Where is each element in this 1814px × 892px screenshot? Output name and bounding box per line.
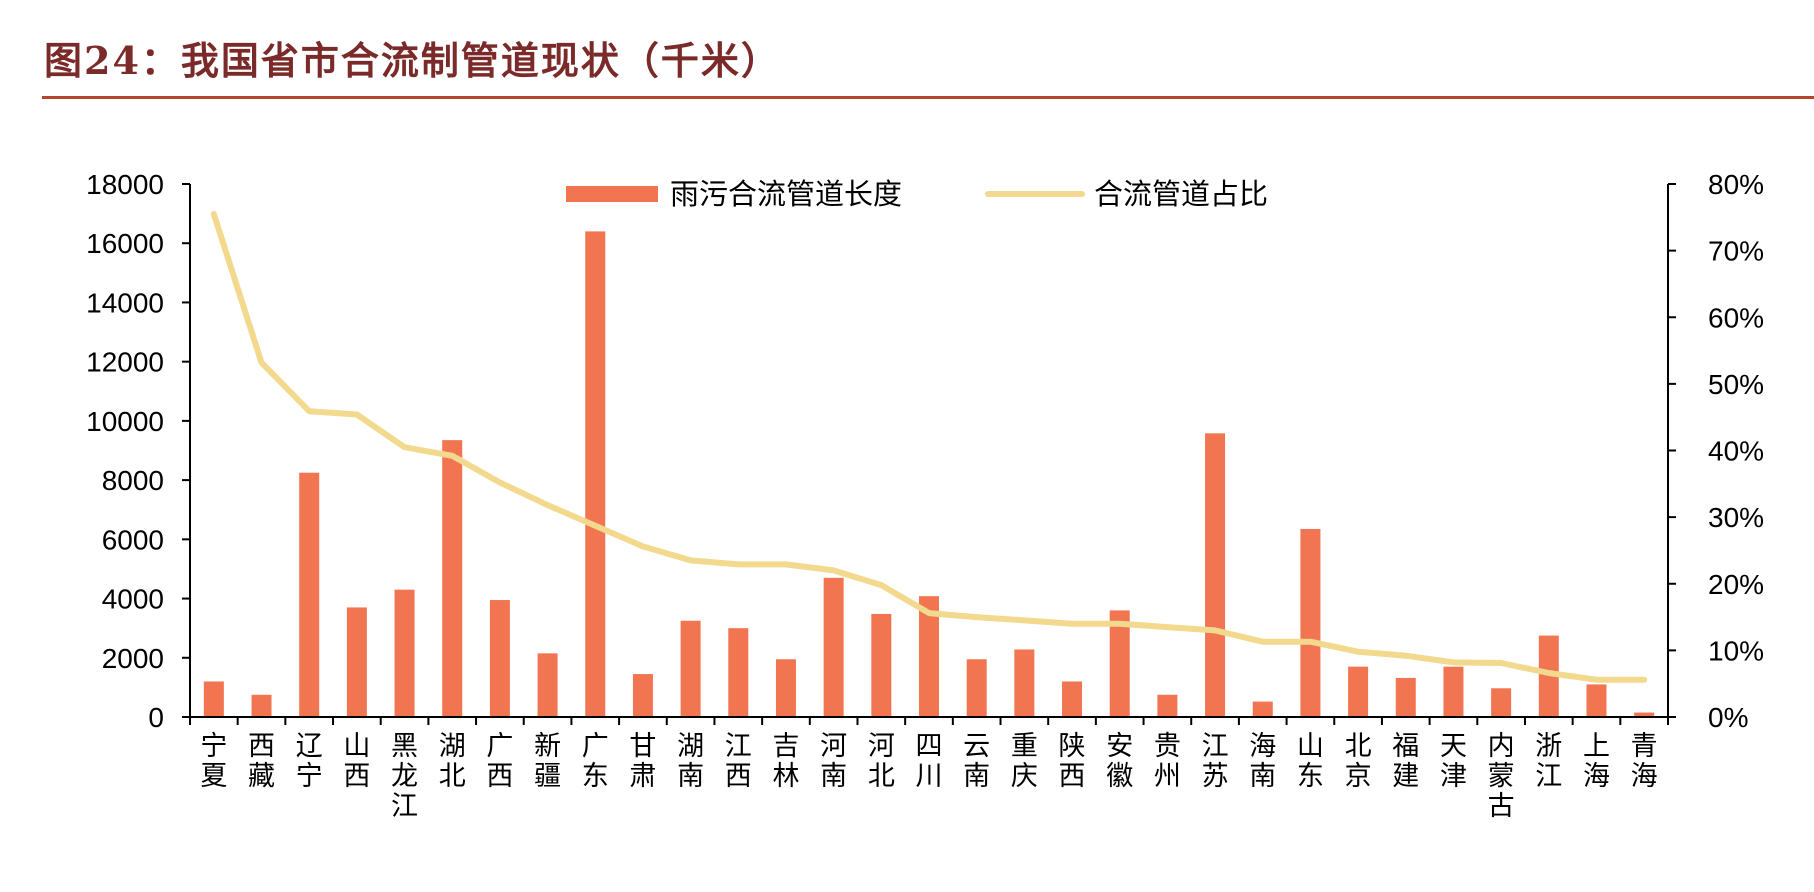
x-tick-label: 福建 xyxy=(1392,731,1419,792)
bar-13 xyxy=(775,659,796,717)
y-left-tick-label: 6000 xyxy=(102,524,164,555)
bar-3 xyxy=(299,472,320,717)
bar-24 xyxy=(1300,528,1321,717)
x-tick-label: 上海 xyxy=(1583,731,1610,792)
bar-26 xyxy=(1395,677,1416,717)
x-tick-label: 黑龙江 xyxy=(391,731,418,822)
y-right-tick-label: 10% xyxy=(1708,635,1764,666)
bar-23 xyxy=(1252,701,1273,717)
page-title: 图24：我国省市合流制管道现状（千米） xyxy=(44,38,781,83)
y-right-tick-label: 70% xyxy=(1708,236,1764,267)
x-tick-label: 山东 xyxy=(1297,731,1324,792)
series-line-combined-ratio xyxy=(210,211,1648,683)
x-tick-label: 重庆 xyxy=(1011,731,1038,792)
bar-29 xyxy=(1538,635,1559,717)
bar-31 xyxy=(1634,712,1655,717)
x-tick-label: 宁夏 xyxy=(200,731,227,792)
x-tick-label: 河北 xyxy=(868,731,895,792)
y-left-tick-label: 12000 xyxy=(86,347,164,378)
y-right-tick-label: 50% xyxy=(1708,369,1764,400)
x-tick-label: 安徽 xyxy=(1106,731,1133,792)
bar-11 xyxy=(680,620,701,717)
x-tick-label: 湖南 xyxy=(677,731,704,792)
bar-27 xyxy=(1443,666,1464,717)
legend-label-line: 合流管道占比 xyxy=(1094,177,1268,211)
x-tick-label: 西藏 xyxy=(248,731,275,792)
y-right-tick-label: 80% xyxy=(1708,169,1764,200)
y-left-tick-label: 8000 xyxy=(102,465,164,496)
x-tick-label: 贵州 xyxy=(1154,731,1181,792)
y-left-tick-label: 4000 xyxy=(102,584,164,615)
x-tick-label: 江西 xyxy=(725,731,752,792)
bar-4 xyxy=(346,607,367,717)
x-tick-label: 四川 xyxy=(916,731,943,792)
bar-28 xyxy=(1491,688,1512,717)
y-left-tick-label: 2000 xyxy=(102,643,164,674)
bar-2 xyxy=(251,694,272,717)
bar-9 xyxy=(585,231,606,717)
bar-1 xyxy=(203,681,224,717)
bar-15 xyxy=(871,613,892,717)
x-tick-label: 陕西 xyxy=(1059,731,1086,792)
y-right-tick-label: 20% xyxy=(1708,569,1764,600)
bar-8 xyxy=(537,653,558,717)
y-left-tick-label: 18000 xyxy=(86,169,164,200)
bar-16 xyxy=(919,596,939,717)
y-left-tick-label: 14000 xyxy=(86,287,164,318)
x-tick-label: 甘肃 xyxy=(629,731,656,792)
bar-7 xyxy=(489,600,510,717)
bar-18 xyxy=(1014,649,1035,717)
x-tick-label: 广东 xyxy=(582,731,609,792)
bar-21 xyxy=(1157,694,1178,717)
x-tick-label: 天津 xyxy=(1440,731,1467,792)
y-left-tick-label: 0 xyxy=(148,702,164,733)
legend-swatch-bar xyxy=(566,186,658,202)
y-right-tick-label: 40% xyxy=(1708,436,1764,467)
title-rule xyxy=(42,96,1814,99)
x-tick-label: 江苏 xyxy=(1202,731,1229,792)
bar-20 xyxy=(1109,610,1130,717)
bar-25 xyxy=(1348,666,1369,717)
x-tick-label: 湖北 xyxy=(439,731,466,792)
bar-19 xyxy=(1062,681,1083,717)
bar-5 xyxy=(394,589,415,717)
x-tick-label: 新疆 xyxy=(534,731,561,792)
x-tick-label: 青海 xyxy=(1631,731,1658,792)
bar-17 xyxy=(966,659,987,717)
x-tick-label: 广西 xyxy=(486,731,513,792)
y-left-tick-label: 16000 xyxy=(86,228,164,259)
y-right-tick-label: 0% xyxy=(1708,702,1748,733)
x-tick-label: 云南 xyxy=(963,731,990,792)
bar-6 xyxy=(442,440,463,717)
x-tick-label: 吉林 xyxy=(772,731,799,792)
x-tick-label: 内蒙古 xyxy=(1488,731,1515,822)
x-tick-label: 河南 xyxy=(820,731,847,792)
bar-14 xyxy=(823,577,844,717)
bar-22 xyxy=(1205,433,1226,717)
x-tick-label: 北京 xyxy=(1345,731,1372,792)
x-tick-label: 浙江 xyxy=(1535,731,1562,792)
x-tick-label: 山西 xyxy=(343,731,370,792)
bar-12 xyxy=(728,628,749,717)
bar-30 xyxy=(1586,684,1607,717)
x-tick-label: 辽宁 xyxy=(296,731,323,792)
y-right-tick-label: 60% xyxy=(1708,302,1764,333)
y-right-tick-label: 30% xyxy=(1708,502,1764,533)
x-tick-label: 海南 xyxy=(1249,731,1276,792)
legend-label-bar: 雨污合流管道长度 xyxy=(670,177,902,211)
y-left-tick-label: 10000 xyxy=(86,406,164,437)
bar-10 xyxy=(632,674,653,717)
